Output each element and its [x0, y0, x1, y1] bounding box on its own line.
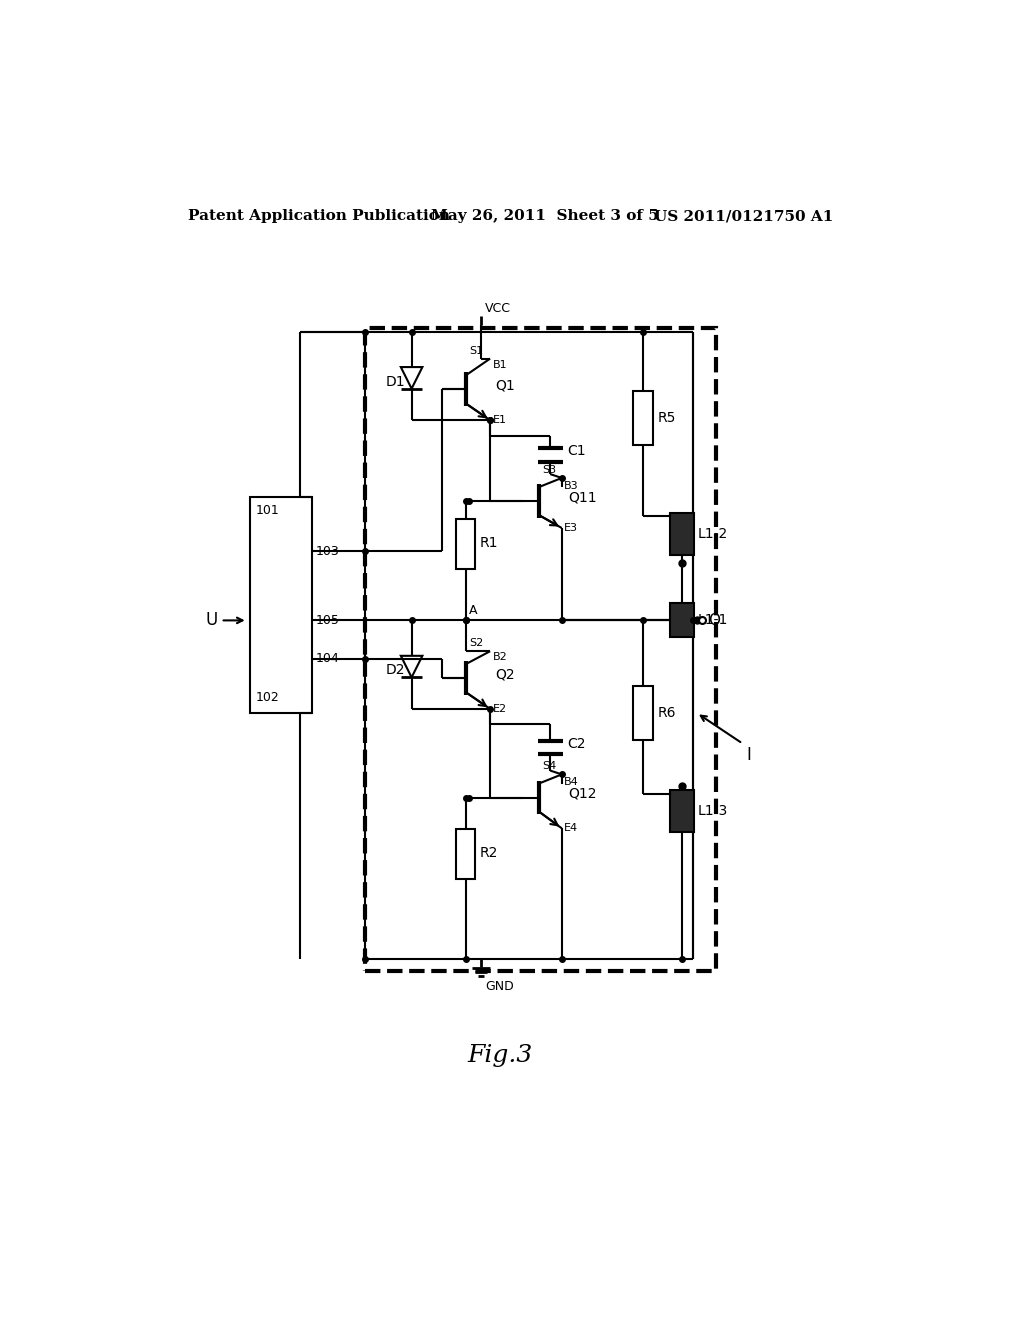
Text: U: U [206, 611, 217, 630]
Text: Patent Application Publication: Patent Application Publication [188, 209, 451, 223]
Text: 103: 103 [315, 545, 339, 557]
Text: B1: B1 [493, 360, 507, 370]
Text: S2: S2 [469, 638, 483, 648]
Text: L1-3: L1-3 [698, 804, 728, 818]
Text: C2: C2 [567, 737, 586, 751]
Text: A: A [469, 603, 478, 616]
Text: S3: S3 [543, 465, 557, 475]
Text: Fig.3: Fig.3 [468, 1044, 532, 1067]
Text: E4: E4 [564, 824, 579, 833]
Text: Q2: Q2 [495, 668, 514, 681]
Bar [670, 603, 694, 638]
Text: B3: B3 [564, 480, 579, 491]
Bar [670, 789, 694, 832]
Text: Q12: Q12 [568, 787, 596, 801]
Text: Q11: Q11 [568, 490, 597, 504]
Text: B2: B2 [493, 652, 507, 663]
Text: S4: S4 [543, 762, 557, 771]
Text: R5: R5 [658, 412, 677, 425]
Text: R1: R1 [479, 536, 498, 550]
Text: 101: 101 [256, 504, 280, 517]
Text: D2: D2 [386, 664, 406, 677]
Text: 105: 105 [315, 614, 339, 627]
Text: I: I [746, 746, 752, 764]
Text: E1: E1 [493, 416, 507, 425]
Bar [366, 327, 716, 970]
Text: May 26, 2011  Sheet 3 of 5: May 26, 2011 Sheet 3 of 5 [431, 209, 658, 223]
Text: 102: 102 [256, 692, 280, 705]
Bar [250, 498, 311, 713]
Bar [670, 512, 694, 554]
Text: US 2011/0121750 A1: US 2011/0121750 A1 [654, 209, 834, 223]
Text: E3: E3 [564, 523, 579, 533]
Text: 104: 104 [315, 652, 339, 665]
Bar [633, 686, 652, 739]
Text: Q1: Q1 [495, 379, 514, 392]
Text: R6: R6 [658, 706, 677, 719]
Text: D1: D1 [386, 375, 406, 388]
Bar [457, 829, 475, 879]
Text: O: O [708, 612, 720, 628]
Text: L1-1: L1-1 [698, 614, 728, 627]
Text: L1-2: L1-2 [698, 527, 728, 541]
Text: R2: R2 [479, 846, 498, 861]
Text: VCC: VCC [484, 302, 511, 314]
Text: C1: C1 [567, 444, 586, 458]
Text: E2: E2 [493, 704, 507, 714]
Bar [633, 391, 652, 445]
Text: GND: GND [484, 979, 513, 993]
Bar [457, 519, 475, 569]
Text: B4: B4 [564, 777, 579, 787]
Text: S1: S1 [469, 346, 483, 356]
